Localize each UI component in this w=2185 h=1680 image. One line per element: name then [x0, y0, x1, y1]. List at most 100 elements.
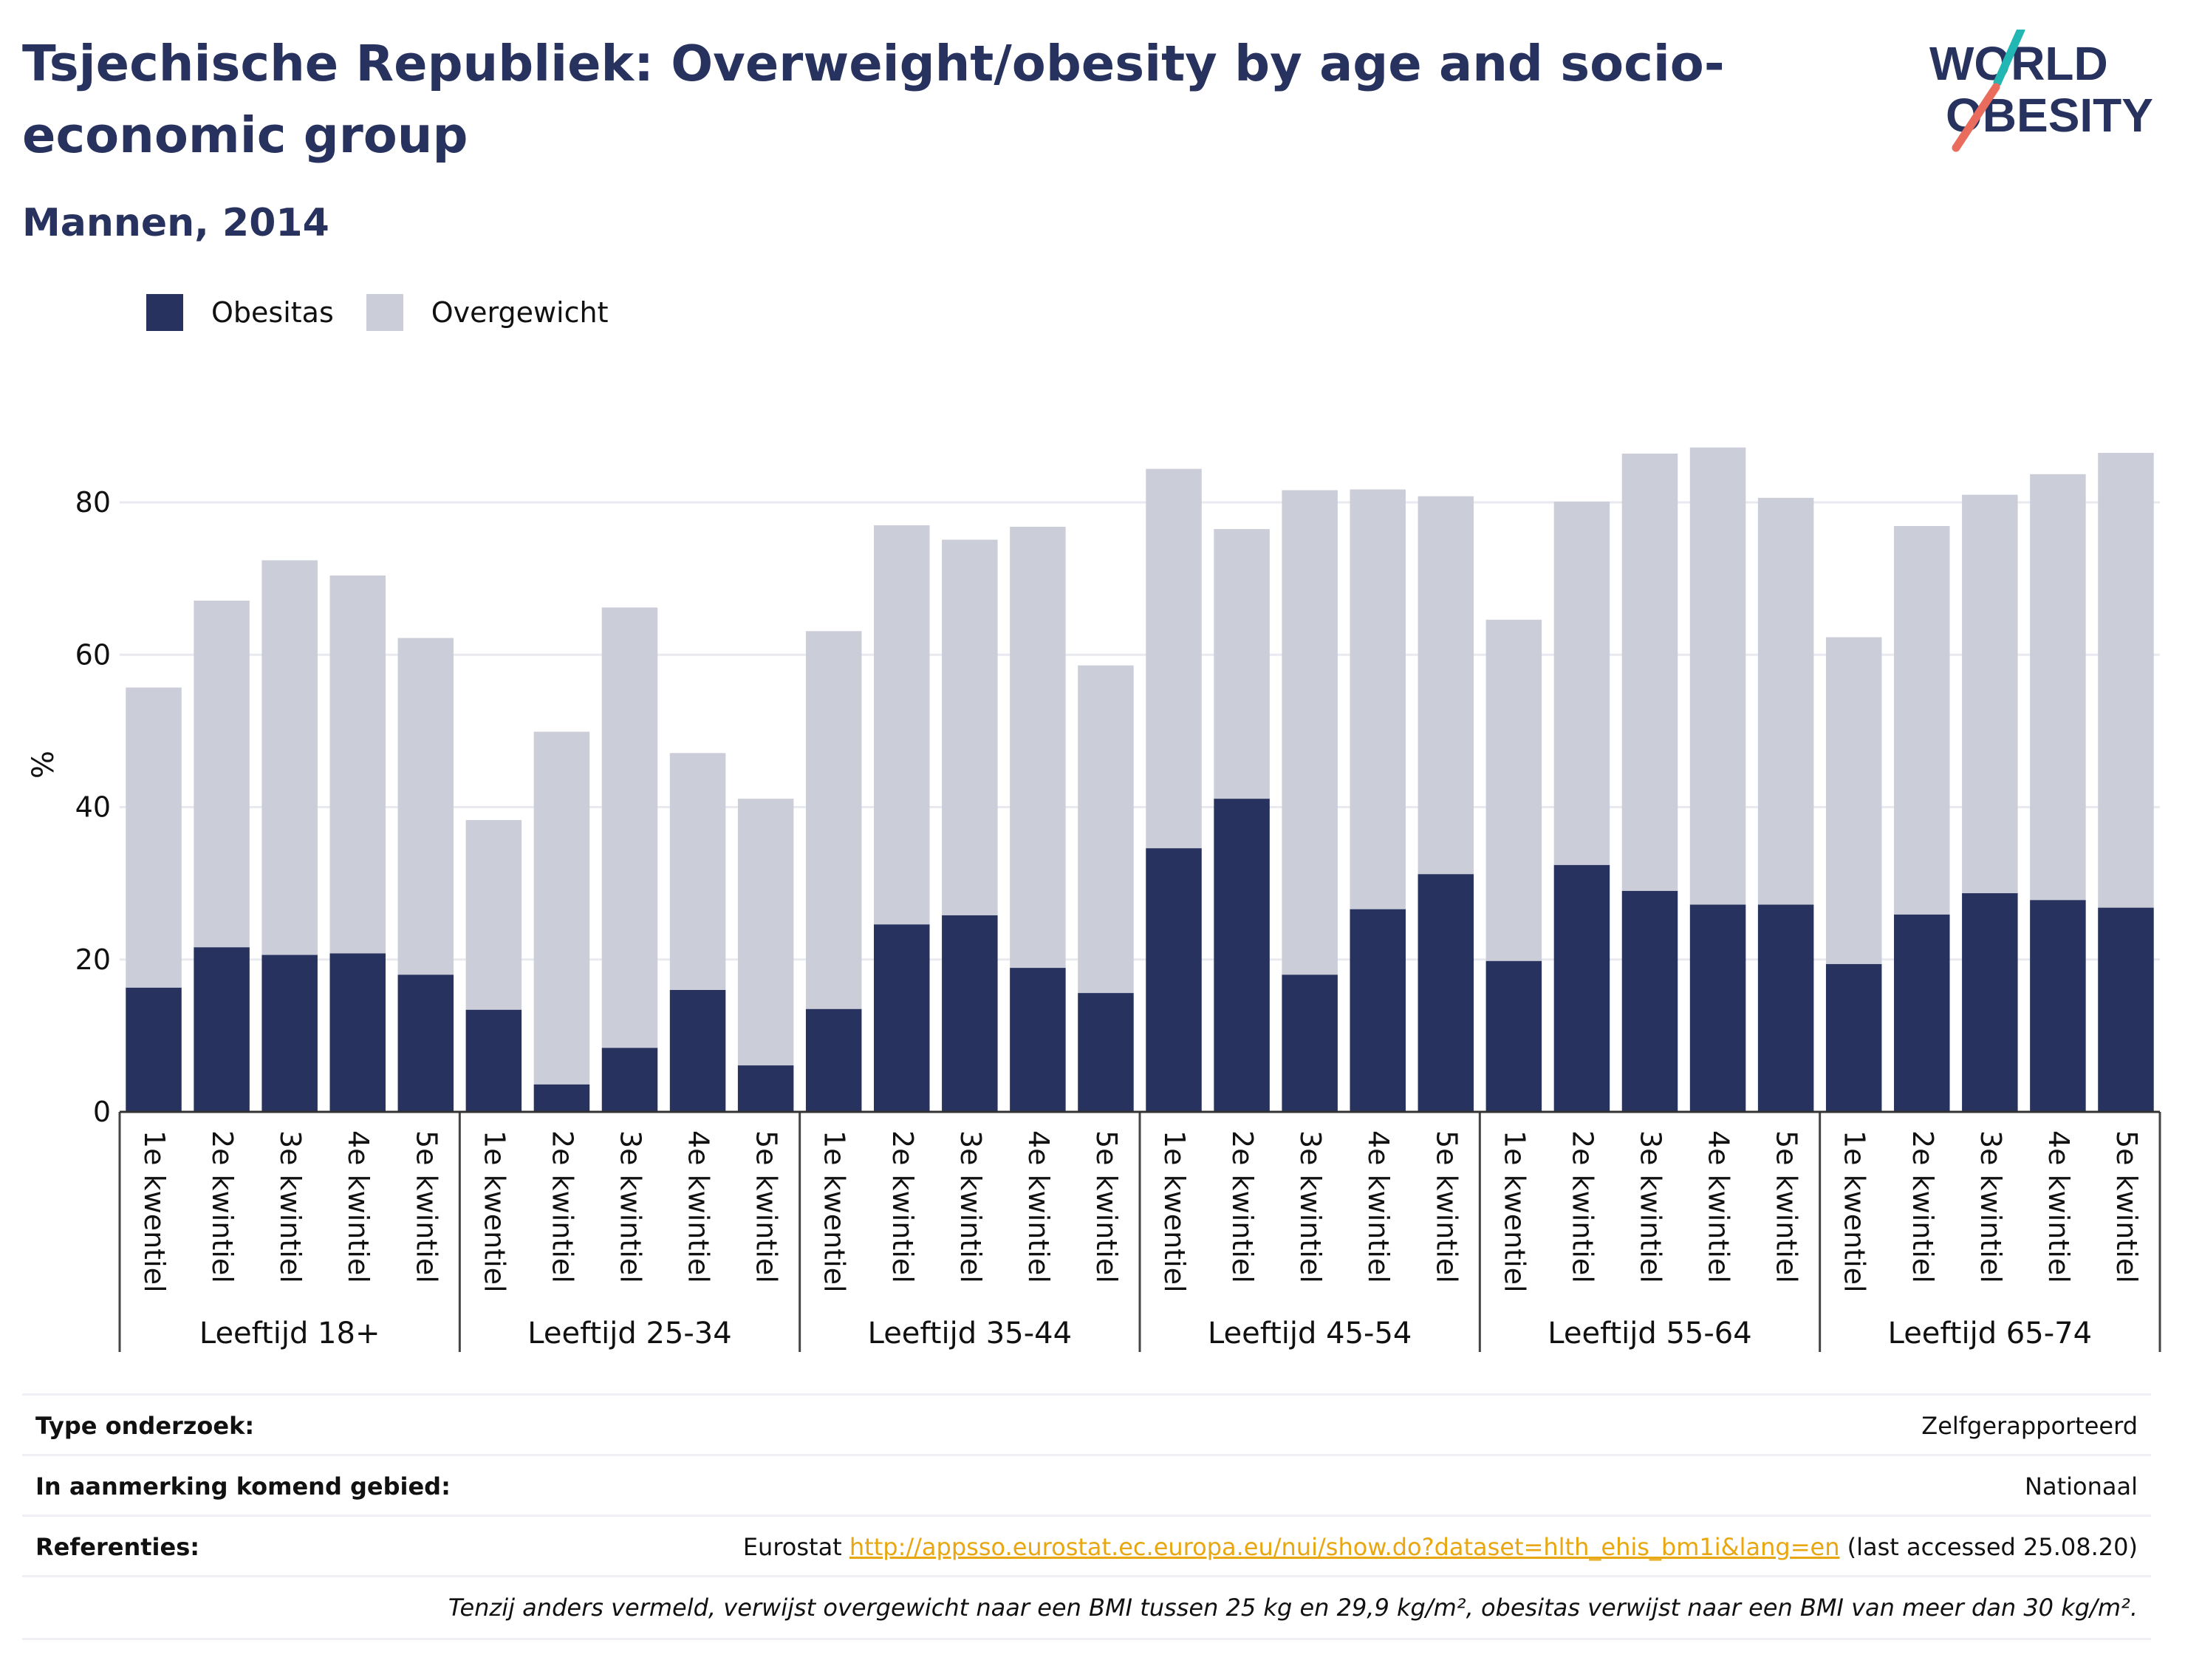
bar-overgewicht — [1894, 525, 1950, 915]
x-tick-label: 4e kwintiel — [1022, 1130, 1055, 1283]
x-tick-label: 3e kwintiel — [1635, 1130, 1667, 1283]
chart-title: Tsjechische Republiek: Overweight/obesit… — [22, 35, 1725, 165]
bar-overgewicht — [874, 525, 930, 925]
footnote-text: Tenzij anders vermeld, verwijst overgewi… — [448, 1594, 2138, 1622]
bar-overgewicht — [1825, 637, 1882, 964]
bar-overgewicht — [329, 576, 386, 954]
y-tick-label: 0 — [93, 1096, 111, 1128]
bar-overgewicht — [1282, 490, 1338, 975]
bar-obesitas — [126, 987, 182, 1112]
group-label: Leeftijd 45-54 — [1208, 1317, 1412, 1351]
x-tick-label: 3e kwintiel — [954, 1130, 987, 1283]
info-label-references: Referenties: — [35, 1533, 200, 1561]
x-tick-label: 2e kwintiel — [1907, 1130, 1939, 1283]
x-tick-label: 1e kwentiel — [138, 1130, 171, 1293]
bar-overgewicht — [805, 631, 862, 1009]
legend-label-overgewicht: Overgewicht — [431, 296, 609, 329]
bar-obesitas — [1078, 993, 1134, 1112]
bar-obesitas — [1146, 848, 1202, 1112]
bar-overgewicht — [1146, 468, 1202, 849]
bar-obesitas — [1621, 890, 1678, 1112]
bar-overgewicht — [601, 607, 658, 1048]
x-tick-label: 5e kwintiel — [1771, 1130, 1803, 1283]
x-tick-label: 2e kwintiel — [886, 1130, 919, 1283]
x-tick-label: 4e kwintiel — [1362, 1130, 1395, 1283]
group-label: Leeftijd 18+ — [199, 1317, 380, 1351]
legend-label-obesitas: Obesitas — [211, 296, 334, 329]
bar-overgewicht — [2098, 452, 2154, 908]
footnote-row: Tenzij anders vermeld, verwijst overgewi… — [22, 1575, 2151, 1640]
bar-obesitas — [874, 924, 930, 1112]
bar-overgewicht — [465, 820, 522, 1010]
bar-overgewicht — [2030, 474, 2086, 901]
bar-overgewicht — [261, 560, 318, 955]
x-tick-label: 1e kwentiel — [818, 1130, 851, 1293]
bar-overgewicht — [1757, 497, 1814, 905]
bar-overgewicht — [1350, 489, 1406, 909]
y-axis-label: % — [27, 751, 61, 779]
bar-obesitas — [737, 1065, 794, 1112]
y-tick-label: 40 — [75, 791, 111, 824]
x-tick-label: 5e kwintiel — [750, 1130, 783, 1283]
info-label-area: In aanmerking komend gebied: — [35, 1472, 451, 1500]
bar-obesitas — [1282, 974, 1338, 1112]
bar-obesitas — [1214, 799, 1270, 1112]
bar-overgewicht — [1010, 527, 1066, 969]
legend-item-obesitas[interactable]: Obesitas — [146, 294, 334, 331]
bar-obesitas — [2030, 900, 2086, 1112]
x-tick-label: 3e kwintiel — [1294, 1130, 1327, 1283]
bar-obesitas — [397, 974, 454, 1112]
chart-subtitle: Mannen, 2014 — [22, 201, 329, 245]
bar-obesitas — [1962, 893, 2018, 1112]
bar-obesitas — [194, 947, 250, 1112]
bar-obesitas — [1894, 914, 1950, 1112]
info-row-references: Referenties: Eurostat http://appsso.euro… — [22, 1515, 2151, 1577]
x-tick-label: 4e kwintiel — [342, 1130, 375, 1283]
x-tick-label: 2e kwintiel — [1226, 1130, 1259, 1283]
x-tick-label: 4e kwintiel — [1703, 1130, 1735, 1283]
reference-source: Eurostat — [742, 1533, 842, 1561]
x-tick-label: 5e kwintiel — [1090, 1130, 1123, 1283]
y-tick-label: 60 — [75, 638, 111, 671]
bar-overgewicht — [1621, 454, 1678, 891]
reference-accessed: (last accessed 25.08.20) — [1847, 1533, 2138, 1561]
x-tick-label: 1e kwentiel — [1498, 1130, 1531, 1293]
legend-swatch-obesitas — [146, 294, 183, 331]
x-tick-label: 1e kwentiel — [478, 1130, 510, 1293]
y-tick-label: 20 — [75, 943, 111, 976]
bar-obesitas — [1418, 874, 1474, 1112]
bar-overgewicht — [194, 601, 250, 948]
logo-slash-coral — [1952, 83, 2000, 152]
bar-obesitas — [805, 1008, 862, 1112]
bar-overgewicht — [1078, 665, 1134, 994]
bar-obesitas — [1757, 904, 1814, 1112]
x-tick-label: 3e kwintiel — [274, 1130, 307, 1283]
x-tick-label: 5e kwintiel — [1430, 1130, 1463, 1283]
bar-overgewicht — [737, 799, 794, 1066]
x-tick-label: 4e kwintiel — [2042, 1130, 2075, 1283]
x-tick-label: 5e kwintiel — [410, 1130, 442, 1283]
legend-item-overgewicht[interactable]: Overgewicht — [366, 294, 609, 331]
bar-obesitas — [1350, 909, 1406, 1112]
x-tick-label: 2e kwintiel — [1566, 1130, 1598, 1283]
logo-slash-teal — [1993, 30, 2025, 87]
bar-overgewicht — [669, 753, 726, 990]
bar-overgewicht — [1418, 496, 1474, 875]
y-tick-label: 80 — [75, 486, 111, 519]
bar-obesitas — [2098, 907, 2154, 1112]
legend-swatch-overgewicht — [366, 294, 403, 331]
bar-obesitas — [942, 915, 998, 1112]
x-tick-label: 3e kwintiel — [1974, 1130, 2007, 1283]
x-tick-label: 1e kwentiel — [1158, 1130, 1191, 1293]
bar-overgewicht — [1214, 529, 1270, 799]
bar-obesitas — [533, 1084, 590, 1112]
info-label-type: Type onderzoek: — [35, 1412, 255, 1440]
world-obesity-logo: WORLD OBESITY — [1929, 30, 2153, 152]
reference-link[interactable]: http://appsso.eurostat.ec.europa.eu/nui/… — [849, 1533, 1840, 1561]
x-tick-label: 2e kwintiel — [546, 1130, 578, 1283]
bar-obesitas — [669, 990, 726, 1112]
bar-overgewicht — [533, 731, 590, 1085]
bar-overgewicht — [1962, 494, 2018, 894]
chart-legend: Obesitas Overgewicht — [146, 294, 641, 331]
bar-overgewicht — [1553, 501, 1610, 865]
